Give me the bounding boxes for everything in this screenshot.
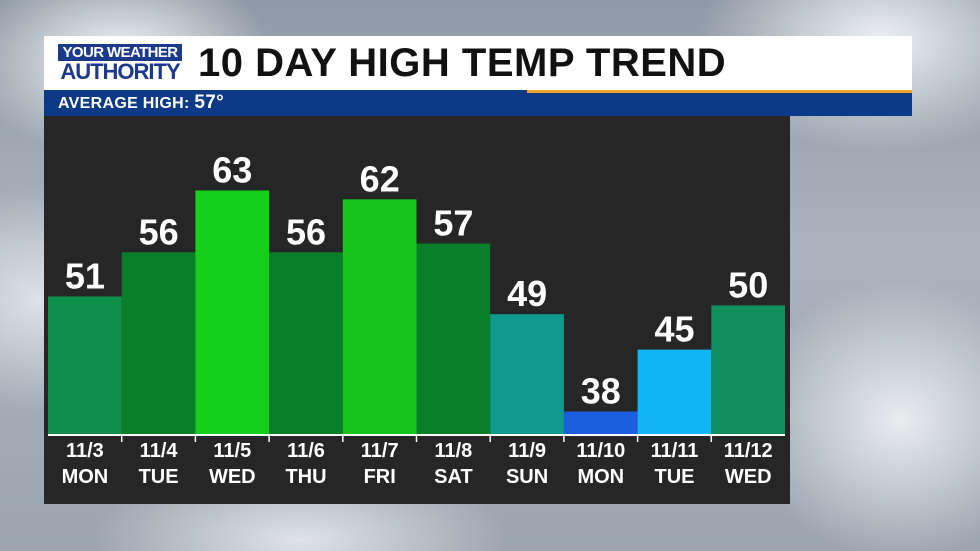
x-tick-weekday: MON (62, 466, 109, 488)
x-tick-weekday: TUE (139, 466, 179, 488)
x-tick-date: 11/8 (434, 440, 472, 462)
x-tick-date: 11/4 (140, 440, 179, 462)
bar-11/8 (416, 243, 491, 434)
x-tick-date: 11/9 (508, 440, 546, 462)
x-tick-weekday: SAT (434, 466, 473, 488)
x-tick-date: 11/10 (576, 440, 625, 462)
x-tick-date: 11/5 (213, 440, 251, 462)
bar-value-label: 51 (65, 256, 105, 297)
page-title: 10 DAY HIGH TEMP TREND (198, 41, 727, 85)
x-tick-weekday: WED (209, 466, 256, 488)
bar-value-label: 49 (507, 273, 547, 314)
average-high-bar: AVERAGE HIGH: 57° (44, 90, 912, 116)
average-high-value: 57° (194, 92, 225, 113)
average-high-text: AVERAGE HIGH: 57° (58, 90, 224, 116)
x-tick-date: 11/3 (66, 440, 104, 462)
chart-panel: 51 11/3 MON 56 11/4 TUE 63 11/5 WED 56 11/6 THU 62 11… (44, 116, 790, 504)
x-tick-weekday: MON (577, 466, 624, 488)
x-tick-date: 11/11 (651, 440, 699, 462)
bar-11/4 (121, 252, 196, 434)
bar-11/7 (342, 199, 417, 434)
x-tick-date: 11/12 (724, 440, 773, 462)
x-tick-weekday: SUN (506, 466, 548, 488)
x-tick-weekday: WED (725, 466, 772, 488)
x-tick-date: 11/7 (361, 440, 399, 462)
bar-11/5 (195, 190, 270, 434)
station-logo: YOUR WEATHER AUTHORITY (58, 44, 182, 84)
bar-value-label: 63 (212, 150, 252, 191)
bar-11/12 (711, 305, 785, 434)
bar-value-label: 57 (433, 203, 473, 244)
x-tick-date: 11/6 (287, 440, 325, 462)
x-tick-weekday: FRI (364, 466, 396, 488)
accent-stripe (527, 90, 912, 93)
bar-value-label: 56 (139, 211, 179, 252)
bar-11/11 (637, 349, 712, 434)
average-high-label: AVERAGE HIGH: (58, 95, 190, 112)
bar-11/6 (269, 252, 343, 434)
bar-value-label: 56 (286, 211, 326, 252)
bar-value-label: 38 (581, 371, 621, 412)
bar-value-label: 62 (360, 158, 400, 199)
x-tick-weekday: TUE (655, 466, 695, 488)
logo-top-text: YOUR WEATHER (58, 44, 182, 61)
title-header: YOUR WEATHER AUTHORITY 10 DAY HIGH TEMP … (44, 36, 912, 90)
bar-11/9 (490, 314, 564, 434)
bar-value-label: 45 (654, 309, 694, 350)
bar-11/10 (563, 411, 638, 434)
bar-value-label: 50 (728, 264, 768, 305)
logo-bottom-text: AUTHORITY (60, 59, 180, 84)
bar-chart: 51 11/3 MON 56 11/4 TUE 63 11/5 WED 56 11/6 THU 62 11… (48, 150, 785, 488)
x-tick-weekday: THU (285, 466, 326, 488)
bar-11/3 (48, 296, 122, 434)
